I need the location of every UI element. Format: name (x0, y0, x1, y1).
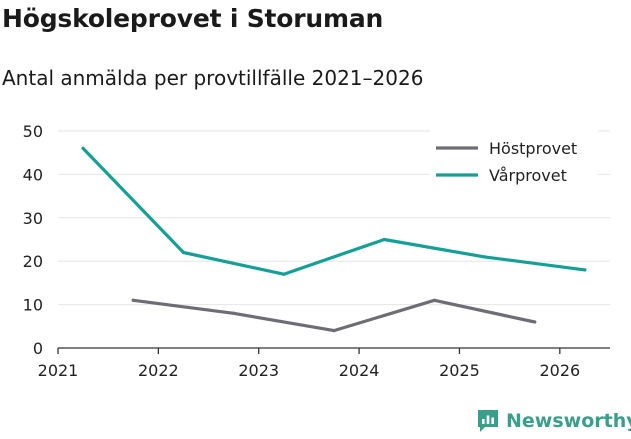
y-tick-label: 40 (23, 165, 43, 184)
x-tick-label: 2022 (138, 361, 179, 380)
data-point (482, 255, 487, 259)
data-point (181, 250, 186, 255)
x-tick-label: 2021 (38, 361, 79, 380)
y-tick-label: 0 (33, 339, 43, 358)
series-line-varprovet (81, 146, 587, 276)
data-point (432, 298, 436, 302)
brand-name: Newsworthy (506, 410, 631, 432)
brand-logo: Newsworthy (476, 408, 631, 434)
data-point (332, 329, 336, 333)
legend-box (430, 130, 598, 192)
data-point (232, 311, 236, 315)
x-tick-label: 2026 (539, 361, 580, 380)
data-point (583, 268, 587, 272)
chart-subtitle: Antal anmälda per provtillfälle 2021–202… (2, 66, 424, 90)
x-tick-label: 2023 (238, 361, 279, 380)
y-tick-label: 10 (23, 296, 43, 315)
data-point (382, 237, 386, 242)
chart-title: Högskoleprovet i Storuman (2, 4, 384, 33)
x-tick-label: 2025 (439, 361, 480, 380)
newsworthy-logo-icon (478, 410, 498, 432)
data-point (131, 298, 135, 302)
data-point (533, 320, 537, 324)
y-tick-label: 30 (23, 209, 43, 228)
legend-label: Höstprovet (489, 139, 577, 158)
y-tick-label: 20 (23, 252, 43, 271)
data-point (81, 146, 85, 150)
x-tick-label: 2024 (339, 361, 380, 380)
y-tick-label: 50 (23, 122, 43, 141)
legend-label: Vårprovet (489, 166, 567, 185)
data-point (282, 272, 286, 276)
